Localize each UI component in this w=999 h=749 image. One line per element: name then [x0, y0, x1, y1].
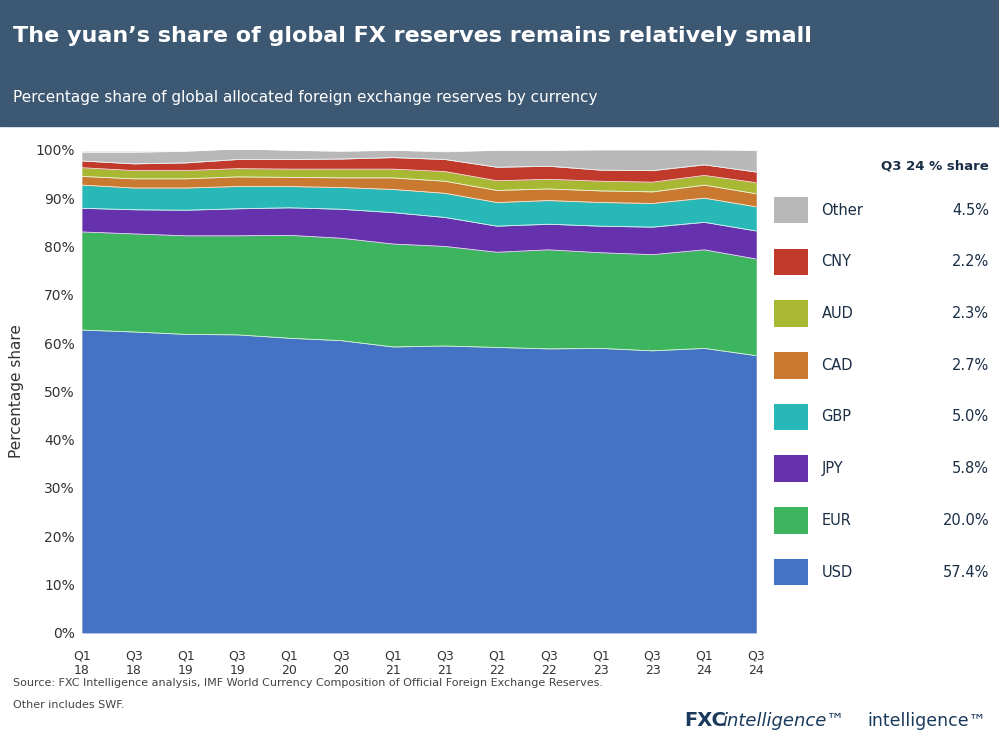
Bar [774, 249, 807, 275]
Text: Q3: Q3 [125, 650, 143, 663]
Text: 22: 22 [540, 664, 556, 677]
Text: 18: 18 [74, 664, 90, 677]
Text: Q3: Q3 [643, 650, 661, 663]
Text: 2.2%: 2.2% [952, 255, 989, 270]
Bar [774, 559, 807, 585]
Text: AUD: AUD [821, 306, 853, 321]
Y-axis label: Percentage share: Percentage share [9, 324, 24, 458]
Text: intelligence™: intelligence™ [867, 712, 986, 730]
Text: 18: 18 [126, 664, 142, 677]
Text: USD: USD [821, 565, 853, 580]
Text: 23: 23 [644, 664, 660, 677]
Bar [774, 352, 807, 378]
Text: 20.0%: 20.0% [942, 513, 989, 528]
Text: Q3: Q3 [437, 650, 454, 663]
Text: Q1: Q1 [73, 650, 91, 663]
Text: 5.8%: 5.8% [952, 461, 989, 476]
Text: Q1: Q1 [385, 650, 402, 663]
Text: 20: 20 [334, 664, 350, 677]
Text: 2.7%: 2.7% [952, 358, 989, 373]
Text: intelligence™: intelligence™ [722, 712, 844, 730]
Text: Q1: Q1 [591, 650, 609, 663]
Text: 57.4%: 57.4% [943, 565, 989, 580]
Text: Q1: Q1 [489, 650, 505, 663]
Text: Q3: Q3 [539, 650, 557, 663]
Text: The yuan’s share of global FX reserves remains relatively small: The yuan’s share of global FX reserves r… [13, 26, 812, 46]
Bar [774, 507, 807, 533]
Text: Q1: Q1 [695, 650, 713, 663]
Text: Other includes SWF.: Other includes SWF. [13, 700, 125, 710]
Text: Q1: Q1 [281, 650, 299, 663]
Text: 21: 21 [386, 664, 401, 677]
Text: 19: 19 [178, 664, 194, 677]
Bar [774, 455, 807, 482]
Bar [774, 197, 807, 223]
Text: 2.3%: 2.3% [952, 306, 989, 321]
Text: CNY: CNY [821, 255, 851, 270]
Text: Q1: Q1 [177, 650, 195, 663]
Text: 21: 21 [438, 664, 453, 677]
Bar [774, 404, 807, 430]
Text: 24: 24 [696, 664, 712, 677]
Text: Percentage share of global allocated foreign exchange reserves by currency: Percentage share of global allocated for… [13, 90, 597, 105]
Text: Q3 24 % share: Q3 24 % share [881, 160, 989, 172]
Text: EUR: EUR [821, 513, 851, 528]
Text: Other: Other [821, 203, 863, 218]
Text: 19: 19 [230, 664, 246, 677]
Text: CAD: CAD [821, 358, 853, 373]
Text: 23: 23 [592, 664, 608, 677]
Text: 24: 24 [748, 664, 764, 677]
Text: FXC: FXC [684, 711, 726, 730]
Text: Q3: Q3 [333, 650, 350, 663]
Text: Q3: Q3 [747, 650, 765, 663]
Text: GBP: GBP [821, 410, 851, 425]
Text: 4.5%: 4.5% [952, 203, 989, 218]
Text: 22: 22 [490, 664, 504, 677]
Text: 20: 20 [282, 664, 298, 677]
Text: Source: FXC Intelligence analysis, IMF World Currency Composition of Official Fo: Source: FXC Intelligence analysis, IMF W… [13, 678, 603, 688]
Bar [774, 300, 807, 327]
Text: Q3: Q3 [229, 650, 247, 663]
Text: 5.0%: 5.0% [952, 410, 989, 425]
Text: JPY: JPY [821, 461, 843, 476]
